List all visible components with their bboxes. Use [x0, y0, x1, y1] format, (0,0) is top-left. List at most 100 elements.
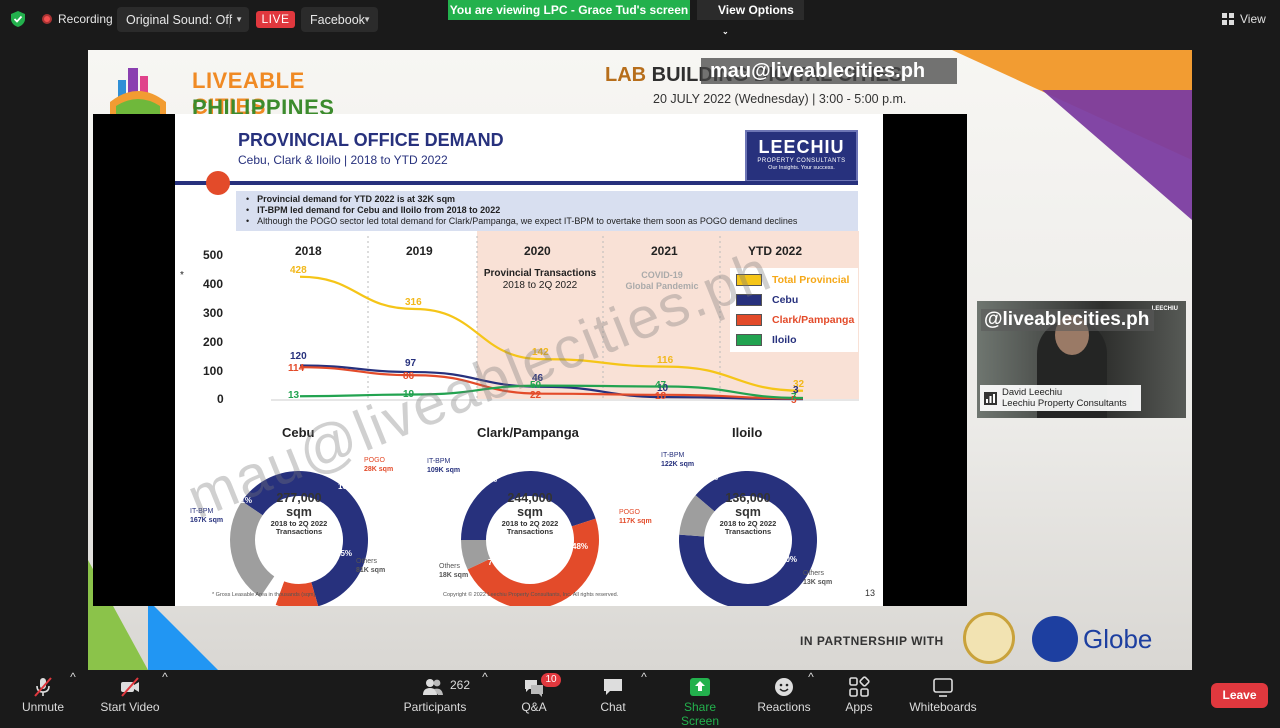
speaker-name: David Leechiu	[1002, 387, 1063, 398]
data-label: 46	[532, 372, 544, 384]
qa-label: Q&A	[521, 700, 547, 714]
leave-button[interactable]: Leave	[1211, 683, 1268, 708]
unmute-button[interactable]: Unmute	[17, 670, 69, 720]
legend-item: Iloilo	[736, 334, 797, 346]
donut-title: Iloilo	[732, 425, 763, 440]
donut-slice	[679, 495, 715, 537]
live-badge[interactable]: LIVE	[256, 11, 295, 28]
data-label: 50	[530, 379, 542, 391]
title-rule	[175, 181, 858, 185]
annotation-2021: COVID-19 Global Pandemic	[625, 270, 699, 291]
key-point: IT-BPM led demand for Cebu and Iloilo fr…	[246, 205, 848, 216]
donut-title: Cebu	[282, 425, 315, 440]
donut-slice	[260, 576, 285, 605]
email-watermark: mau@liveablecities.ph	[701, 58, 957, 84]
data-label: 10	[657, 383, 669, 395]
whiteboards-label: Whiteboards	[909, 700, 977, 714]
y-tick-label: 400	[203, 277, 224, 291]
start-video-label: Start Video	[100, 700, 160, 714]
donut-label: Others 18K sqm	[439, 563, 469, 579]
chevron-up-icon[interactable]: ^	[162, 670, 168, 684]
speaker-handle-overlay: @liveablecities.ph	[981, 309, 1155, 331]
data-label: 7	[791, 391, 797, 403]
speaker-company: Leechiu Property Consultants	[1002, 398, 1127, 409]
donut-center: 244,000 sqm 2018 to 2Q 2022 Transactions	[501, 491, 559, 536]
chevron-up-icon[interactable]: ^	[70, 670, 76, 684]
donut-slice	[461, 540, 491, 570]
donut-label: IT-BPM 167K sqm	[190, 508, 224, 524]
view-layout-button[interactable]: View	[1222, 9, 1266, 29]
reactions-button[interactable]: Reactions	[756, 670, 812, 720]
chevron-up-icon[interactable]: ^	[482, 670, 488, 684]
slide-title: PROVINCIAL OFFICE DEMAND	[238, 130, 504, 150]
leechiu-logo-name: LEECHIU	[758, 137, 845, 157]
original-sound-toggle[interactable]: Original Sound: Off ▼	[117, 7, 249, 32]
donut-pct: 48%	[572, 542, 589, 551]
whiteboards-button[interactable]: Whiteboards	[906, 670, 980, 720]
chat-label: Chat	[600, 700, 626, 714]
chat-button[interactable]: Chat	[592, 670, 634, 720]
government-seal-logo	[963, 612, 1015, 664]
recording-label: Recording	[58, 12, 113, 26]
year-label: YTD 2022	[748, 244, 803, 258]
donut-charts	[230, 471, 817, 606]
donut-slice	[467, 518, 599, 606]
chevron-up-icon[interactable]: ^	[808, 670, 814, 684]
data-label: 114	[288, 363, 305, 375]
annotation-2020: Provincial Transactions 2018 to 2Q 2022	[483, 268, 597, 291]
share-screen-icon	[690, 678, 710, 696]
view-options-button[interactable]: View Options ⌄	[697, 0, 804, 36]
legend-swatch	[736, 294, 762, 306]
speaker-video-tile[interactable]: LEECHIU @liveablecities.ph David Leechiu…	[977, 301, 1186, 418]
chevron-down-icon: ▼	[363, 15, 371, 24]
data-label: 22	[530, 389, 542, 401]
y-tick-label: 500	[203, 248, 224, 262]
data-label: 3	[793, 385, 799, 397]
qa-button[interactable]: Q&A	[514, 670, 554, 720]
view-options-label: View Options	[718, 3, 794, 17]
donut-pct: 10%	[781, 555, 798, 564]
chevron-down-icon[interactable]: ▼	[235, 15, 243, 24]
donut-label: POGO 28K sqm	[364, 457, 394, 473]
microphone-muted-icon	[34, 677, 52, 697]
facebook-label: Facebook	[310, 12, 365, 27]
axis-asterisk: *	[180, 270, 184, 281]
whiteboard-icon	[933, 678, 953, 697]
donut-title: Clark/Pampanga	[477, 425, 579, 440]
city-skyline-icon	[110, 68, 166, 120]
liveable-cities-logo: LIVEABLE CITIES PHILIPPINES	[106, 62, 376, 120]
series-line-iloilo	[299, 384, 804, 400]
security-shield-icon[interactable]	[11, 11, 25, 27]
video-off-icon	[121, 677, 139, 697]
qa-icon	[525, 680, 543, 697]
donut-label: IT-BPM 109K sqm	[427, 458, 461, 474]
data-label: 316	[405, 296, 422, 308]
donut-pct: 45%	[481, 475, 498, 484]
year-label: 2020	[524, 244, 551, 258]
participants-button[interactable]: 262 Participants	[402, 670, 471, 720]
legend-item: Clark/Pampanga	[736, 314, 854, 326]
data-label: 86	[403, 371, 415, 383]
apps-button[interactable]: Apps	[840, 670, 878, 720]
slide: PROVINCIAL OFFICE DEMAND Cebu, Clark & I…	[175, 114, 883, 606]
share-screen-button[interactable]: Share Screen	[664, 670, 736, 728]
chevron-up-icon[interactable]: ^	[641, 670, 647, 684]
footnote: * Gross Leasable Area in thousands (sqm)	[212, 592, 316, 598]
live-platform-dropdown[interactable]: Facebook ▼	[301, 7, 378, 32]
recording-indicator[interactable]: Recording	[42, 10, 113, 28]
decor-purple-triangle	[1042, 90, 1192, 220]
emoji-reaction-icon	[775, 678, 793, 696]
key-point: Although the POGO sector led total deman…	[246, 216, 848, 227]
chat-icon	[604, 679, 622, 695]
participants-count: 262	[450, 678, 471, 692]
chevron-down-icon: ⌄	[722, 27, 729, 36]
start-video-button[interactable]: Start Video	[100, 670, 160, 720]
chart-legend: Total Provincial Cebu Clark/Pampanga Ilo…	[730, 268, 858, 352]
donut-center: 136,000 sqm 2018 to 2Q 2022 Transactions	[719, 491, 777, 536]
key-point: Provincial demand for YTD 2022 is at 32K…	[246, 194, 848, 205]
legend-swatch	[736, 274, 762, 286]
event-date: 20 JULY 2022 (Wednesday) | 3:00 - 5:00 p…	[653, 92, 907, 106]
globe-logo-text: Globe	[1083, 624, 1153, 654]
decor-blue-triangle	[148, 600, 218, 670]
globe-logo-icon	[1032, 616, 1078, 662]
